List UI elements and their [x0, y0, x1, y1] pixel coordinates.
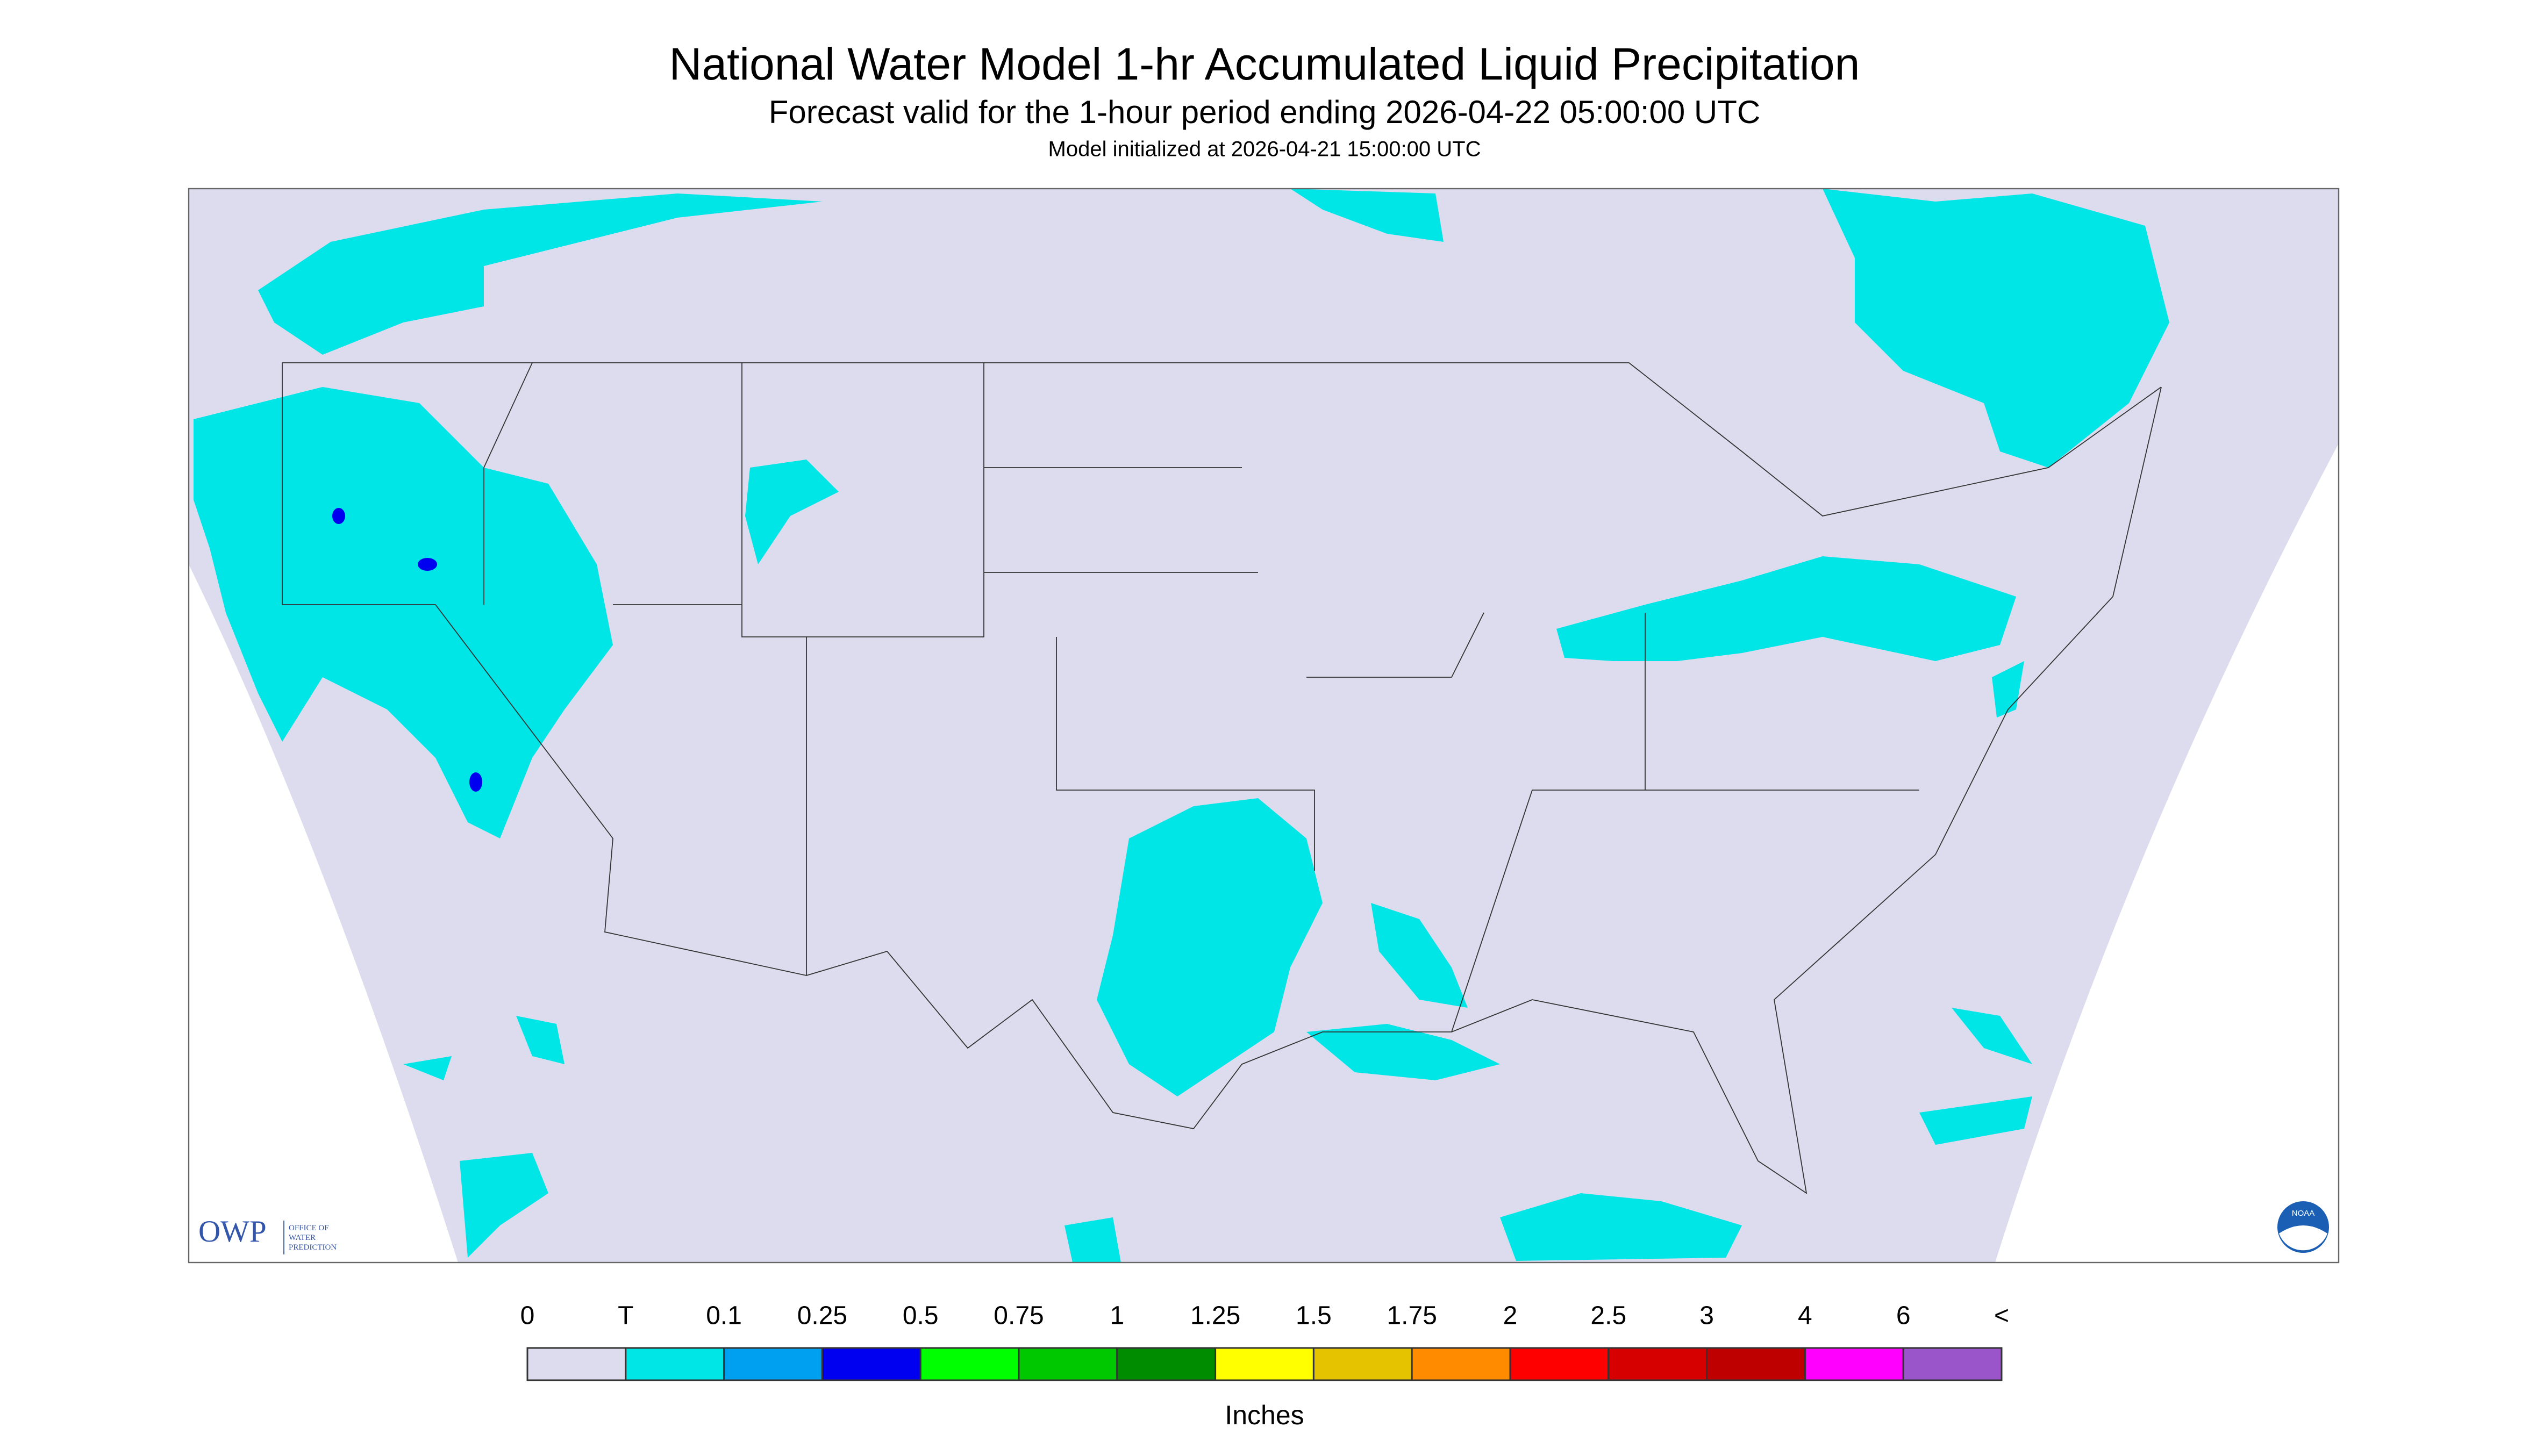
legend-swatch	[1706, 1347, 1806, 1381]
legend-label: 6	[1896, 1302, 1911, 1330]
legend-unit: Inches	[1225, 1400, 1304, 1430]
legend-label: 1	[1110, 1302, 1124, 1330]
legend-label: 4	[1798, 1302, 1812, 1330]
subtitle: Forecast valid for the 1-hour period end…	[769, 94, 1760, 130]
precip-areas	[194, 189, 2169, 1263]
heavier-precip	[332, 508, 482, 792]
legend-swatch	[1608, 1347, 1708, 1381]
legend-swatch	[1804, 1347, 1904, 1381]
legend-label: 3	[1699, 1302, 1714, 1330]
legend-label: 1.5	[1296, 1302, 1332, 1330]
legend-swatch	[1312, 1347, 1413, 1381]
legend: 0 T 0.1 0.25 0.5 0.75 1 1.25 1.5 1.75 2 2.5 3 4 6 <	[520, 1302, 2009, 1381]
legend-swatch	[1902, 1347, 2003, 1381]
legend-label: T	[618, 1302, 633, 1330]
map: OWP OFFICE OF WATER PREDICTION NOAA	[188, 188, 2340, 1264]
legend-label: 1.25	[1190, 1302, 1240, 1330]
logo-abbr: OWP	[198, 1215, 267, 1249]
legend-label: 2	[1503, 1302, 1518, 1330]
logo-name-1: OFFICE OF	[289, 1224, 329, 1232]
legend-swatch	[723, 1347, 823, 1381]
borders	[282, 362, 2162, 1194]
legend-swatch	[919, 1347, 1020, 1381]
legend-swatch	[1116, 1347, 1217, 1381]
legend-label: 0.75	[994, 1302, 1044, 1330]
logo-name-2: WATER	[289, 1233, 316, 1242]
legend-swatch	[1018, 1347, 1118, 1381]
legend-swatch	[1509, 1347, 1610, 1381]
map-frame	[188, 188, 2340, 1264]
title: National Water Model 1-hr Accumulated Li…	[669, 39, 1860, 89]
legend-swatch	[1215, 1347, 1314, 1381]
legend-label: 0.25	[797, 1302, 847, 1330]
logo-name-3: PREDICTION	[289, 1243, 337, 1252]
legend-label: 0	[520, 1302, 535, 1330]
legend-label: 2.5	[1590, 1302, 1626, 1330]
legend-label: <	[1994, 1302, 2009, 1330]
legend-label: 0.1	[706, 1302, 742, 1330]
agency-logo-wave	[2279, 1225, 2327, 1251]
legend-swatch	[1411, 1347, 1511, 1381]
legend-swatch	[821, 1347, 921, 1381]
agency-logo-text: NOAA	[2292, 1209, 2315, 1218]
domain	[189, 189, 2339, 1263]
legend-swatch	[625, 1347, 725, 1381]
legend-swatch	[526, 1347, 627, 1381]
legend-label: 1.75	[1387, 1302, 1437, 1330]
legend-label: 0.5	[903, 1302, 939, 1330]
init-note: Model initialized at 2026-04-21 15:00:00…	[1048, 138, 1481, 161]
